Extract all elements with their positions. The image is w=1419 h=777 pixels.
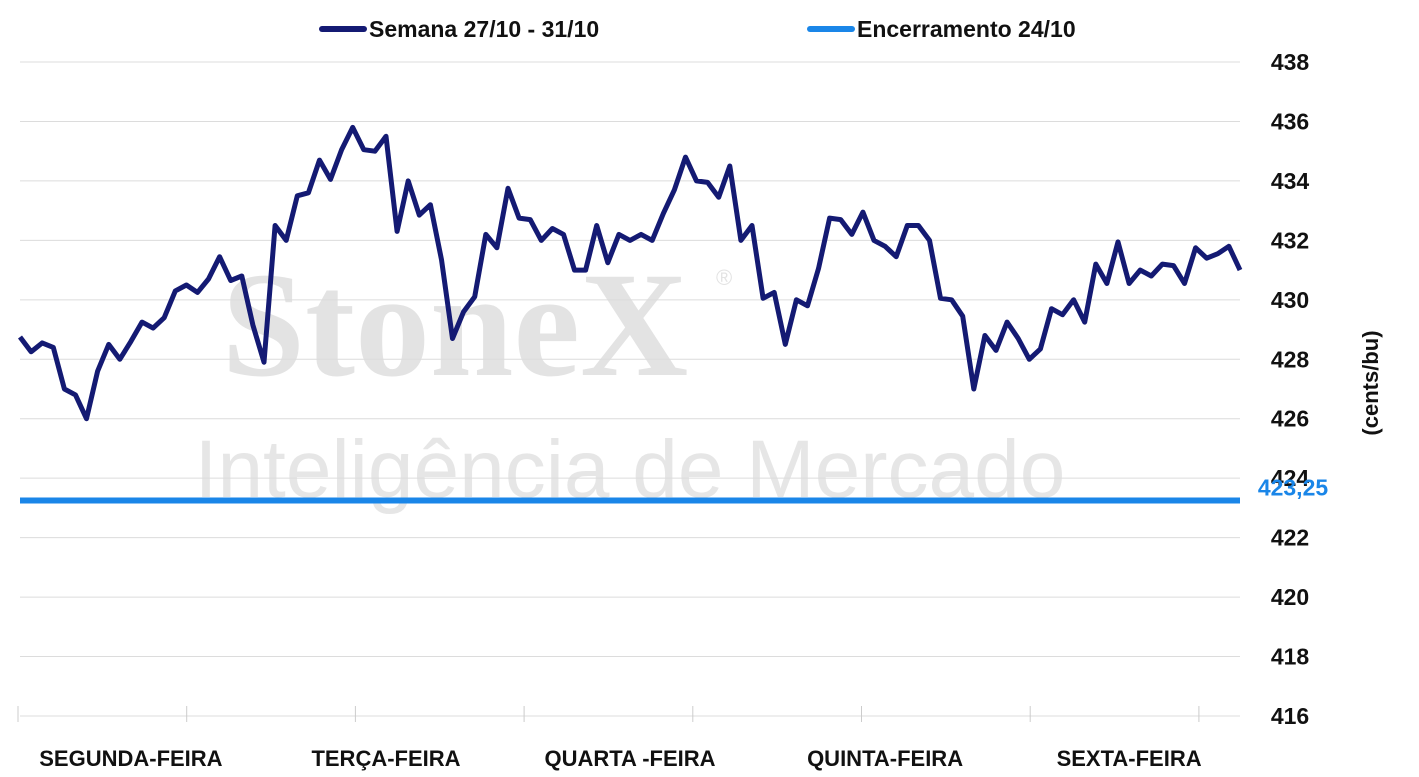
y-tick-label: 434	[1271, 168, 1310, 194]
y-tick-label: 426	[1271, 406, 1309, 432]
y-tick-label: 422	[1271, 525, 1309, 551]
y-tick-label: 428	[1271, 346, 1310, 372]
x-tick-label: SEXTA-FEIRA	[1057, 746, 1202, 771]
y-tick-label: 416	[1271, 703, 1309, 729]
y-axis-label: (cents/bu)	[1358, 330, 1383, 435]
y-tick-label: 418	[1271, 644, 1310, 670]
series-line	[18, 124, 1243, 422]
y-tick-label: 432	[1271, 227, 1309, 253]
x-tick-label: QUARTA -FEIRA	[544, 746, 715, 771]
legend-label: Semana 27/10 - 31/10	[369, 16, 599, 42]
y-tick-label: 430	[1271, 287, 1309, 313]
y-tick-label: 420	[1271, 584, 1309, 610]
x-tick-label: SEGUNDA-FEIRA	[39, 746, 222, 771]
reference-label: 423,25	[1258, 474, 1329, 500]
x-tick-label: TERÇA-FEIRA	[311, 746, 460, 771]
y-tick-label: 436	[1271, 108, 1309, 134]
legend-label: Encerramento 24/10	[857, 16, 1076, 42]
watermark-mark: ®	[716, 265, 732, 290]
x-tick-label: QUINTA-FEIRA	[807, 746, 963, 771]
y-tick-label: 424	[1271, 465, 1310, 491]
watermark-brand: StoneX	[222, 242, 689, 408]
y-tick-label: 438	[1271, 49, 1310, 75]
